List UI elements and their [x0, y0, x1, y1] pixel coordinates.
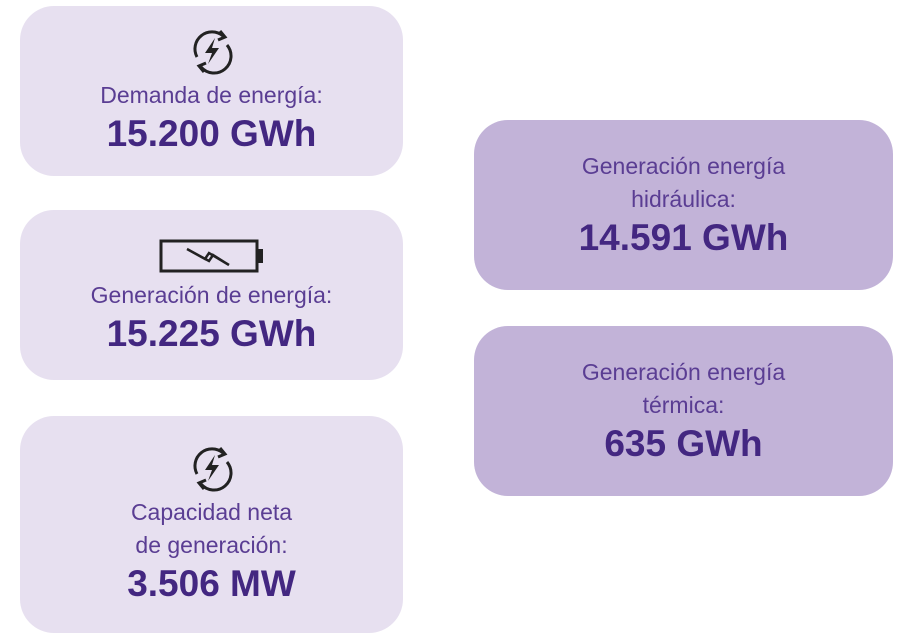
- card-label: hidráulica:: [631, 186, 736, 212]
- card-label: Generación energía: [581, 153, 786, 179]
- card-label: Capacidad neta: [130, 498, 293, 525]
- card-value: 635 GWh: [604, 423, 763, 464]
- card: Generación energía térmica: 635 GWh: [474, 326, 893, 496]
- card: Generación de energía: 15.225 GWh: [20, 210, 403, 380]
- card: Capacidad neta de generación: 3.506 MW: [20, 416, 403, 633]
- card-label: de generación:: [135, 531, 288, 558]
- energy-icon: [193, 29, 232, 74]
- card-value: 14.591 GWh: [578, 217, 789, 258]
- energy-icon: [193, 446, 232, 491]
- card: Generación energía hidráulica: 14.591 GW…: [474, 120, 893, 290]
- battery-icon: [159, 239, 263, 272]
- card-label: Demanda de energía:: [100, 81, 323, 108]
- card-label: térmica:: [642, 392, 725, 418]
- card-label: Generación de energía:: [90, 281, 333, 308]
- card-value: 3.506 MW: [127, 562, 296, 604]
- card-label: Generación energía: [581, 359, 786, 385]
- card: Demanda de energía: 15.200 GWh: [20, 6, 403, 176]
- card-value: 15.200 GWh: [106, 112, 317, 154]
- card-value: 15.225 GWh: [106, 312, 317, 354]
